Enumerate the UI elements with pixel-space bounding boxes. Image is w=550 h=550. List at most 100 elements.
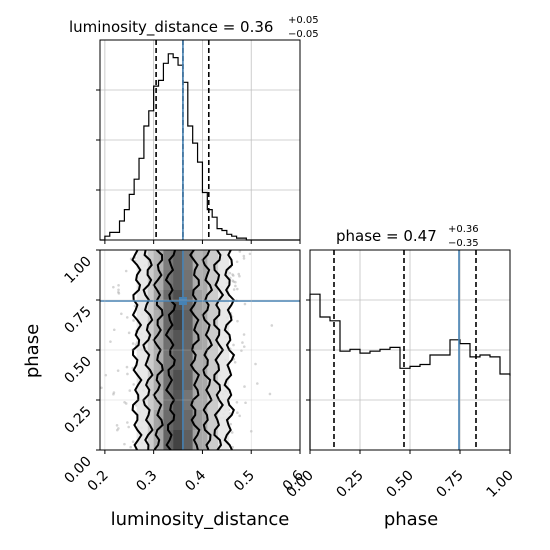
density-block xyxy=(163,430,174,450)
ld-x-tick-label-2: 0.4 xyxy=(182,467,209,494)
density-block xyxy=(173,310,183,330)
scatter-point xyxy=(133,304,137,308)
density-block xyxy=(163,350,174,370)
scatter-point xyxy=(128,389,132,392)
scatter-point xyxy=(238,274,241,278)
scatter-point xyxy=(242,345,246,348)
ld-title-plus: +0.05 xyxy=(288,15,319,26)
scatter-point xyxy=(126,421,129,424)
phase-y-tick-label-3: 0.75 xyxy=(61,304,94,337)
scatter-point xyxy=(242,257,246,260)
scatter-point xyxy=(109,340,112,343)
scatter-point xyxy=(120,312,123,316)
scatter-point xyxy=(131,342,135,345)
scatter-point xyxy=(256,382,259,385)
phase-x-tick-label-4: 1.00 xyxy=(483,468,516,501)
scatter-point xyxy=(125,365,129,369)
scatter-point xyxy=(236,319,239,323)
density-block xyxy=(173,370,183,390)
density-block xyxy=(163,370,174,390)
scatter-point xyxy=(126,372,129,376)
density-block xyxy=(173,430,183,450)
ld-title-minus: −0.05 xyxy=(288,29,319,40)
scatter-point xyxy=(131,440,135,444)
scatter-point xyxy=(242,333,246,336)
phase-y-tick-label-4: 1.00 xyxy=(61,254,94,287)
phase-y-tick-label-1: 0.25 xyxy=(61,404,94,437)
scatter-point xyxy=(125,316,129,319)
scatter-point xyxy=(237,272,241,276)
scatter-point xyxy=(116,369,120,372)
density-block xyxy=(182,410,193,430)
density-block xyxy=(182,310,193,330)
phase-hist-title: phase = 0.47 +0.36 −0.35 xyxy=(336,224,479,249)
scatter-point xyxy=(69,357,72,360)
scatter-point xyxy=(94,388,97,391)
scatter-point xyxy=(231,273,234,276)
scatter-point xyxy=(238,414,241,418)
scatter-point xyxy=(112,285,115,289)
phase-x-tick-label-3: 0.75 xyxy=(433,468,466,501)
density-block xyxy=(192,350,203,370)
density-block xyxy=(163,330,174,350)
density-block xyxy=(173,270,183,290)
scatter-point xyxy=(241,341,244,344)
density-block xyxy=(173,350,183,370)
y-axis-label-phase: phase xyxy=(22,324,43,378)
density-block xyxy=(192,430,203,450)
ld-hist-step-histogram xyxy=(100,53,300,241)
scatter-point xyxy=(243,302,247,306)
phase-x-tick-label-0: 0.00 xyxy=(283,468,316,501)
scatter-point xyxy=(112,328,116,332)
density-block xyxy=(163,310,174,330)
density-block xyxy=(182,250,193,270)
phase-title-main: phase = 0.47 xyxy=(336,227,437,245)
density-block xyxy=(153,370,164,390)
joint-inner xyxy=(69,250,300,450)
scatter-point xyxy=(117,288,120,292)
scatter-point xyxy=(230,431,234,434)
density-block xyxy=(192,250,203,270)
luminosity-distance-histogram-panel xyxy=(96,39,301,244)
density-block xyxy=(182,350,193,370)
density-block xyxy=(173,330,183,350)
scatter-point xyxy=(123,442,126,446)
density-block xyxy=(163,410,174,430)
scatter-point xyxy=(238,250,242,253)
scatter-point xyxy=(235,287,239,291)
x-axis-label-phase: phase xyxy=(384,509,438,530)
scatter-point xyxy=(231,279,235,283)
density-block xyxy=(153,250,164,270)
scatter-point xyxy=(127,331,131,335)
phase-hist-step-histogram xyxy=(309,293,511,450)
scatter-point xyxy=(233,361,237,364)
scatter-point xyxy=(232,288,236,291)
scatter-point xyxy=(236,411,239,415)
joint-density-panel: 0.2 0.3 0.4 0.5 0.60.000.250.500.751.00 xyxy=(61,249,307,495)
density-block xyxy=(182,430,193,450)
scatter-point xyxy=(129,445,132,449)
scatter-point xyxy=(124,269,128,273)
scatter-point xyxy=(234,280,237,284)
density-block xyxy=(153,410,164,430)
scatter-point xyxy=(228,412,232,415)
scatter-point xyxy=(117,427,120,430)
density-block xyxy=(153,330,164,350)
scatter-point xyxy=(268,392,272,396)
scatter-point xyxy=(232,343,235,347)
scatter-point xyxy=(132,319,135,322)
scatter-point xyxy=(235,260,239,264)
x-axis-label-luminosity-distance: luminosity_distance xyxy=(111,509,290,530)
density-block xyxy=(163,270,174,290)
scatter-point xyxy=(248,252,252,256)
scatter-point xyxy=(132,383,135,386)
ld-x-tick-label-3: 0.5 xyxy=(231,468,258,495)
density-block xyxy=(182,370,193,390)
ld-hist-title: luminosity_distance = 0.36 +0.05 −0.05 xyxy=(69,15,319,40)
scatter-point xyxy=(242,254,246,258)
phase-histogram-panel: 0.00 0.25 0.50 0.75 1.00 xyxy=(283,249,517,501)
phase-y-tick-label-2: 0.50 xyxy=(61,354,94,387)
scatter-point xyxy=(229,422,233,426)
scatter-point xyxy=(100,386,103,390)
